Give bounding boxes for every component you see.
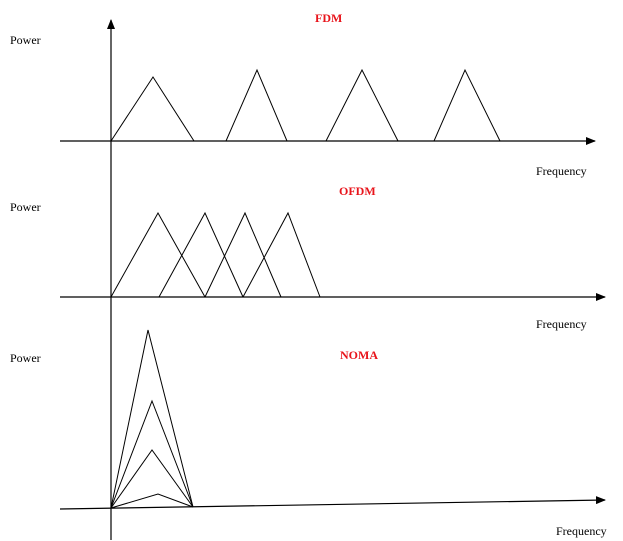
ofdm-subcarriers (110, 211, 321, 298)
noma-title: NOMA (340, 348, 378, 362)
ofdm-subcarrier (158, 211, 244, 298)
fdm-subcarrier (225, 68, 288, 142)
fdm-subcarrier (433, 68, 501, 142)
ofdm-subcarrier (110, 211, 206, 298)
noma-user-signal (110, 449, 194, 509)
fdm-frequency-label: Frequency (536, 164, 587, 178)
fdm-power-label: Power (10, 33, 41, 47)
fdm-panel: FDM Power Frequency (10, 11, 596, 178)
noma-frequency-axis (59, 496, 606, 510)
noma-power-label: Power (10, 351, 41, 365)
ofdm-subcarrier (204, 211, 282, 298)
noma-user-signal (110, 493, 194, 509)
fdm-subcarrier (325, 68, 399, 142)
ofdm-title: OFDM (339, 184, 376, 198)
noma-user-signal (110, 399, 194, 509)
noma-superposed-users (110, 329, 194, 509)
noma-frequency-label: Frequency (556, 524, 607, 538)
noma-user-signal (110, 329, 194, 509)
fdm-subcarriers (110, 68, 501, 142)
fdm-title: FDM (315, 11, 342, 25)
ofdm-panel: OFDM Power Frequency (10, 184, 606, 331)
ofdm-frequency-label: Frequency (536, 317, 587, 331)
ofdm-subcarrier (242, 211, 321, 298)
fdm-subcarrier (110, 76, 195, 142)
noma-panel: NOMA Power Frequency (10, 329, 607, 538)
ofdm-power-label: Power (10, 200, 41, 214)
